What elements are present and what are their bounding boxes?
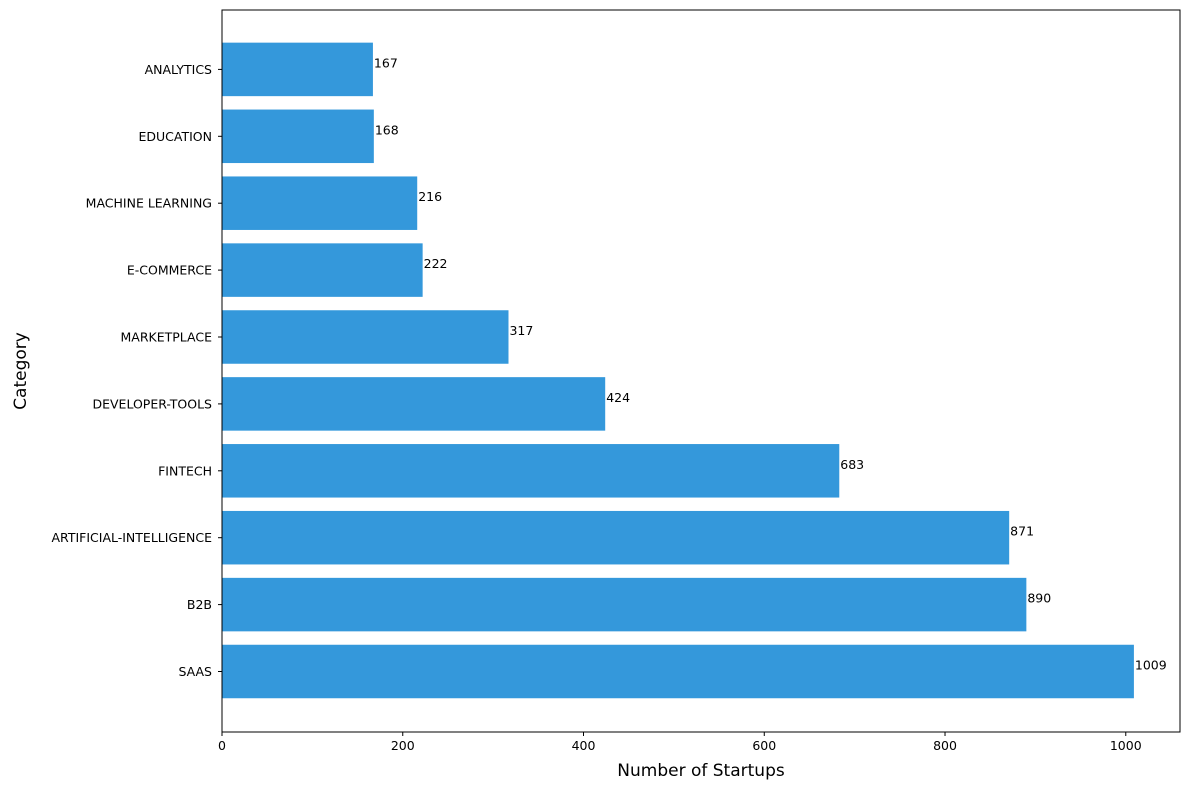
plot-frame [221,9,1181,733]
y-tick-label: MACHINE LEARNING [86,196,212,211]
bar-machine-learning [222,176,418,230]
y-tick-label: DEVELOPER-TOOLS [92,396,212,411]
data-label: 1009 [1135,658,1167,673]
y-tick-label: MARKETPLACE [121,330,213,345]
x-axis-title: Number of Startups [617,761,785,781]
y-tick-label: B2B [187,597,212,612]
x-axis-ticks: 0 200 400 600 800 1000 [218,732,1142,753]
data-labels-layer: 1009 890 871 683 424 317 222 216 168 167 [374,55,1167,672]
bar-fintech [222,444,840,498]
bar-marketplace [222,310,509,364]
x-tick-label: 600 [752,738,776,753]
y-tick-label: FINTECH [158,463,212,478]
bar-e-commerce [222,243,423,297]
data-label: 222 [424,256,448,271]
data-label: 168 [375,122,399,137]
y-tick-label: ANALYTICS [145,62,212,77]
bar-b2b [222,577,1027,632]
x-tick-label: 400 [572,738,596,753]
bar-artificial-intelligence [222,510,1010,565]
data-label: 683 [840,457,864,472]
bar-analytics [222,42,373,97]
x-tick-label: 1000 [1110,738,1142,753]
y-tick-label: E-COMMERCE [127,263,212,278]
y-tick-label: SAAS [178,664,212,679]
y-axis-title: Category [11,332,31,410]
bar-developer-tools [222,377,606,431]
data-label: 317 [509,323,533,338]
data-label: 871 [1010,524,1034,539]
x-tick-label: 0 [218,738,226,753]
y-axis-ticks: SAAS B2B ARTIFICIAL-INTELLIGENCE FINTECH DEV… [52,62,222,679]
bars-layer [222,42,1134,699]
data-label: 167 [374,55,398,70]
data-label: 890 [1027,591,1051,606]
y-tick-label: ARTIFICIAL-INTELLIGENCE [52,530,213,545]
y-tick-label: EDUCATION [139,129,213,144]
data-label: 216 [418,189,442,204]
bar-education [222,109,374,164]
bar-saas [222,644,1134,699]
x-tick-label: 200 [391,738,415,753]
x-tick-label: 800 [933,738,957,753]
data-label: 424 [606,390,630,405]
